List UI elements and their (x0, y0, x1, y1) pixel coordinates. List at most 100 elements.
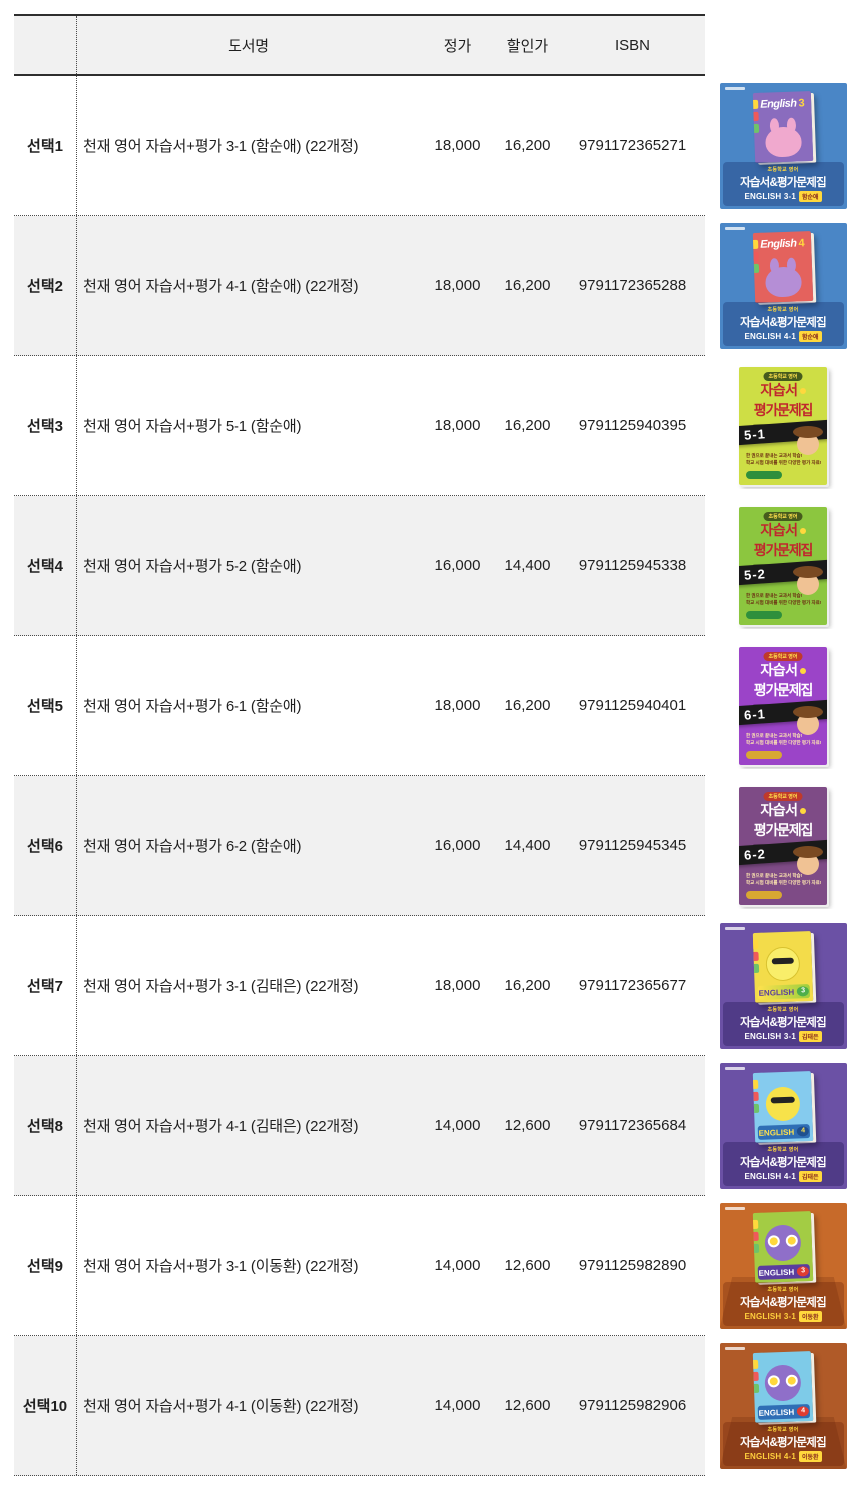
book-cover-thumbnail: ENGLISH 4 초등학교 영어 자습서&평가문제집 ENGLISH 4-1 이동… (713, 1336, 853, 1476)
book-title-cell: 천재 영어 자습서+평가 6-1 (함순애) (83, 698, 302, 715)
book-cover-image: ENGLISH 4 초등학교 영어 자습서&평가문제집 ENGLISH 4-1 이동… (719, 1343, 847, 1469)
cover-author-chip: 이동환 (798, 1311, 822, 1322)
cover-author-chip: 함순애 (798, 191, 822, 202)
book-option-table: 도서명 정가 할인가 ISBN 선택1 천재 영어 자습서+평가 3-1 (함순… (14, 14, 705, 1476)
cover-title-line: 자습서 (739, 800, 827, 820)
cover-tagline: 한 권으로 끝내는 교과서 학습! 학교 시험 대비를 위한 다양한 평가 자료… (746, 872, 822, 886)
table-row[interactable]: 선택6 천재 영어 자습서+평가 6-2 (함순애) 16,000 14,400… (14, 776, 705, 916)
column-header-list-price: 정가 (443, 37, 472, 55)
book-title-cell: 천재 영어 자습서+평가 3-1 (이동환) (22개정) (83, 1258, 359, 1275)
book-3d-icon: English 4 (752, 231, 814, 303)
cover-series-label: ENGLISH 3-1 (744, 1312, 796, 1321)
table-row[interactable]: 선택7 천재 영어 자습서+평가 3-1 (김태은) (22개정) 18,000… (14, 916, 705, 1056)
cover-brand-label: 자습서&평가문제집 (740, 1017, 827, 1029)
table-row[interactable]: 선택2 천재 영어 자습서+평가 4-1 (함순애) (22개정) 18,000… (14, 216, 705, 356)
book-3d-icon: ENGLISH 4 (752, 1071, 814, 1143)
list-price-cell: 16,000 (434, 557, 481, 574)
book-cover-image: ENGLISH 3 초등학교 영어 자습서&평가문제집 ENGLISH 3-1 김태… (719, 923, 847, 1049)
book-title-cell: 천재 영어 자습서+평가 3-1 (함순애) (22개정) (83, 138, 359, 155)
book-cover-image: English 3 초등학교 영어 자습서&평가문제집 ENGLISH 3-1 함순… (719, 83, 847, 209)
publisher-logo-icon (724, 927, 745, 930)
cover-subject-label: 초등학교 영어 (763, 652, 803, 661)
cover-series-label: ENGLISH 4-1 (744, 1172, 796, 1181)
discount-price-cell: 16,200 (504, 697, 551, 714)
explorer-character-icon (793, 426, 823, 455)
discount-price-cell: 16,200 (504, 417, 551, 434)
cover-author-chip: 이동환 (798, 1451, 822, 1462)
cover-title-line: 평가문제집 (753, 682, 814, 698)
list-price-cell: 18,000 (434, 137, 481, 154)
cover-subject-label: 초등학교 영어 (763, 512, 803, 521)
book-title-cell: 천재 영어 자습서+평가 5-2 (함순애) (83, 558, 302, 575)
list-price-cell: 14,000 (434, 1397, 481, 1414)
cover-tabs-decoration (752, 939, 760, 976)
book-cover-thumbnail: 초등학교 영어 자습서 평가문제집 5-1 한 권으로 끝내는 교과서 학습! … (713, 356, 853, 496)
isbn-cell: 9791172365684 (578, 1117, 687, 1134)
cover-brand-label: 자습서&평가문제집 (740, 317, 827, 329)
select-label: 선택7 (14, 916, 77, 1055)
book-cover-image: 초등학교 영어 자습서 평가문제집 6-2 한 권으로 끝내는 교과서 학습! … (719, 783, 847, 909)
list-price-cell: 18,000 (434, 697, 481, 714)
cover-title-line: 자습서 (739, 660, 827, 680)
cover-title-line: 평가문제집 (753, 402, 814, 418)
qr-code-icon (746, 751, 782, 759)
select-label: 선택10 (14, 1336, 77, 1475)
isbn-cell: 9791172365677 (578, 977, 687, 994)
isbn-cell: 9791172365288 (578, 277, 687, 294)
cover-brand-label: 자습서&평가문제집 (740, 1297, 827, 1309)
explorer-character-icon (793, 566, 823, 595)
table-row[interactable]: 선택3 천재 영어 자습서+평가 5-1 (함순애) 18,000 16,200… (14, 356, 705, 496)
cover-title-line: 평가문제집 (753, 542, 814, 558)
select-label: 선택4 (14, 496, 77, 635)
book-cover-image: 초등학교 영어 자습서 평가문제집 5-1 한 권으로 끝내는 교과서 학습! … (719, 363, 847, 489)
cover-subject-label: 초등학교 영어 (763, 792, 803, 801)
discount-price-cell: 16,200 (504, 277, 551, 294)
discount-price-cell: 12,600 (504, 1117, 551, 1134)
table-row[interactable]: 선택5 천재 영어 자습서+평가 6-1 (함순애) 18,000 16,200… (14, 636, 705, 776)
isbn-cell: 9791125940401 (578, 697, 687, 714)
publisher-logo-icon (724, 87, 745, 90)
table-row[interactable]: 선택9 천재 영어 자습서+평가 3-1 (이동환) (22개정) 14,000… (14, 1196, 705, 1336)
duck-character-icon (765, 1086, 801, 1122)
cover-tagline: 한 권으로 끝내는 교과서 학습! 학교 시험 대비를 위한 다양한 평가 자료… (746, 732, 822, 746)
cover-series-label: ENGLISH 3-1 (744, 192, 796, 201)
cover-subject-label: 초등학교 영어 (767, 1147, 799, 1153)
cover-title-line: 자습서 (739, 520, 827, 540)
publisher-logo-icon (724, 227, 745, 230)
book-cover-thumbnail: ENGLISH 3 초등학교 영어 자습서&평가문제집 ENGLISH 3-1 이동… (713, 1196, 853, 1336)
cover-series-label: ENGLISH 4-1 (744, 332, 796, 341)
book-3d-icon: ENGLISH 3 (752, 931, 814, 1003)
table-header-row: 도서명 정가 할인가 ISBN (14, 14, 705, 76)
book-cover-thumbnail: English 4 초등학교 영어 자습서&평가문제집 ENGLISH 4-1 함순… (713, 216, 853, 356)
list-price-cell: 16,000 (434, 837, 481, 854)
cover-author-chip: 김태은 (798, 1031, 822, 1042)
cover-tagline: 한 권으로 끝내는 교과서 학습! 학교 시험 대비를 위한 다양한 평가 자료… (746, 452, 822, 466)
cover-subject-label: 초등학교 영어 (767, 1007, 799, 1013)
cover-subject-label: 초등학교 영어 (763, 372, 803, 381)
explorer-character-icon (793, 706, 823, 735)
list-price-cell: 18,000 (434, 977, 481, 994)
book-title-cell: 천재 영어 자습서+평가 6-2 (함순애) (83, 838, 302, 855)
cover-thumbnail-column: English 3 초등학교 영어 자습서&평가문제집 ENGLISH 3-1 함순… (713, 76, 853, 1476)
isbn-cell: 9791172365271 (578, 137, 687, 154)
isbn-cell: 9791125982906 (578, 1397, 687, 1414)
book-cover-image: 초등학교 영어 자습서 평가문제집 6-1 한 권으로 끝내는 교과서 학습! … (719, 643, 847, 769)
table-row[interactable]: 선택8 천재 영어 자습서+평가 4-1 (김태은) (22개정) 14,000… (14, 1056, 705, 1196)
table-row[interactable]: 선택10 천재 영어 자습서+평가 4-1 (이동환) (22개정) 14,00… (14, 1336, 705, 1476)
list-price-cell: 18,000 (434, 277, 481, 294)
rabbit-character-icon (765, 126, 803, 158)
column-header-discount-price: 할인가 (506, 37, 549, 55)
column-header-title: 도서명 (228, 37, 269, 55)
cover-title-line: 자습서 (739, 380, 827, 400)
cover-subject-label: 초등학교 영어 (767, 1287, 799, 1293)
qr-code-icon (746, 891, 782, 899)
table-row[interactable]: 선택1 천재 영어 자습서+평가 3-1 (함순애) (22개정) 18,000… (14, 76, 705, 216)
list-price-cell: 14,000 (434, 1117, 481, 1134)
select-label: 선택1 (14, 76, 77, 215)
book-3d-icon: ENGLISH 4 (752, 1351, 814, 1423)
book-cover-image: 초등학교 영어 자습서 평가문제집 5-2 한 권으로 끝내는 교과서 학습! … (719, 503, 847, 629)
cover-subject-label: 초등학교 영어 (767, 307, 799, 313)
cover-tabs-decoration (752, 1219, 760, 1256)
table-row[interactable]: 선택4 천재 영어 자습서+평가 5-2 (함순애) 16,000 14,400… (14, 496, 705, 636)
